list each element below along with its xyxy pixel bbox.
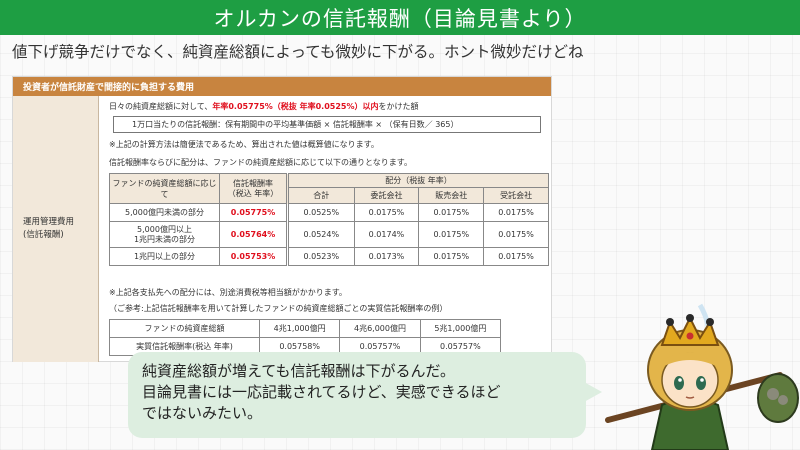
fee-row-alloc: 0.0175% [483,203,549,222]
fee-table-subheader: 販売会社 [418,187,485,204]
fee-row-alloc: 0.0175% [418,247,485,266]
fee-table-row: 5,000億円未満の部分 0.05775% 0.0525% 0.0175% 0.… [109,203,549,222]
panel-heading: 投資者が信託財産で間接的に負担する費用 [13,77,551,96]
formula-text: 1万口当たりの信託報酬：保有期間中の平均基準価額 × 信託報酬率 × （保有日数… [132,120,459,129]
fee-row-alloc: 0.0175% [418,221,485,248]
fee-row-assets: 5,000億円未満の部分 [109,203,220,222]
note-tax: ※上記各支払先への配分には、別途消費税等相当額がかかります。 [109,288,347,297]
fee-row-alloc: 0.0524% [286,221,355,248]
fee-table-subheader: 受託会社 [483,187,549,204]
note-allocation: 信託報酬率ならびに配分は、ファンドの純資産総額に応じて以下の通りとなります。 [109,158,412,167]
fee-row-rate: 0.05764% [219,221,288,248]
rate-highlight: 年率0.05775%（税抜 年率0.0525%）以内 [212,102,379,111]
title-bar: オルカンの信託報酬（目論見書より） [0,0,800,35]
ref-cell: 4兆6,000億円 [339,319,421,338]
fee-row-rate: 0.05775% [219,203,288,222]
ref-cell: 5兆1,000億円 [419,319,502,338]
fee-document-panel: 投資者が信託財産で間接的に負担する費用 運用管理費用 (信託報酬) 日々の純資産… [12,76,552,362]
fee-row-alloc: 0.0175% [483,247,549,266]
fee-row-alloc: 0.0175% [418,203,485,222]
subtitle: 値下げ競争だけでなく、純資産総額によっても微妙に下がる。ホント微妙だけどね [12,43,584,61]
fee-table-header-alloc: 配分（税抜 年率） [286,173,549,188]
fee-row-alloc: 0.0173% [353,247,420,266]
side-label: 運用管理費用 (信託報酬) [23,217,75,240]
side-column: 運用管理費用 (信託報酬) [13,96,99,362]
reference-row: ファンドの純資産総額 4兆1,000億円 4兆6,000億円 5兆1,000億円 [109,319,502,338]
fee-row-rate: 0.05753% [219,247,288,266]
reference-table: ファンドの純資産総額 4兆1,000億円 4兆6,000億円 5兆1,000億円… [109,319,502,356]
page-title: オルカンの信託報酬（目論見書より） [213,6,587,31]
formula-box: 1万口当たりの信託報酬：保有期間中の平均基準価額 × 信託報酬率 × （保有日数… [113,116,541,133]
fee-table: ファンドの純資産総額に応じて 信託報酬率 （税込 年率） 配分（税抜 年率） 合… [109,173,549,266]
fee-table-header-rate: 信託報酬率 （税込 年率） [219,173,288,204]
speech-text: 純資産総額が増えても信託報酬は下がるんだ。 目論見書には一応記載されてるけど、実… [142,362,501,422]
fee-row-alloc: 0.0525% [286,203,355,222]
rate-sentence-suffix: をかけた額 [378,102,419,111]
fee-table-subheader: 合計 [286,187,355,204]
fee-row-alloc: 0.0175% [483,221,549,248]
note-reference: （ご参考:上記信託報酬率を用いて計算したファンドの純資産総額ごとの実質信託報酬率… [109,304,448,313]
ref-cell: 4兆1,000億円 [258,319,341,338]
fee-table-row: 1兆円以上の部分 0.05753% 0.0523% 0.0173% 0.0175… [109,247,549,266]
ref-cell: ファンドの純資産総額 [109,319,260,338]
fee-table-header-assets: ファンドの純資産総額に応じて [109,173,220,204]
character-illustration [605,303,799,450]
fee-row-assets: 5,000億円以上 1兆円未満の部分 [109,221,220,248]
fee-row-alloc: 0.0523% [286,247,355,266]
fee-table-subheader: 委託会社 [353,187,420,204]
rate-sentence: 日々の純資産総額に対して、年率0.05775%（税抜 年率0.0525%）以内を… [109,101,418,112]
fee-row-assets: 1兆円以上の部分 [109,247,220,266]
speech-bubble: 純資産総額が増えても信託報酬は下がるんだ。 目論見書には一応記載されてるけど、実… [128,352,602,438]
fee-table-row: 5,000億円以上 1兆円未満の部分 0.05764% 0.0524% 0.01… [109,221,549,248]
note-approx: ※上記の計算方法は簡便法であるため、算出された値は概算値になります。 [109,140,379,149]
rate-sentence-prefix: 日々の純資産総額に対して、 [109,102,213,111]
fee-row-alloc: 0.0175% [353,203,420,222]
fee-row-alloc: 0.0174% [353,221,420,248]
